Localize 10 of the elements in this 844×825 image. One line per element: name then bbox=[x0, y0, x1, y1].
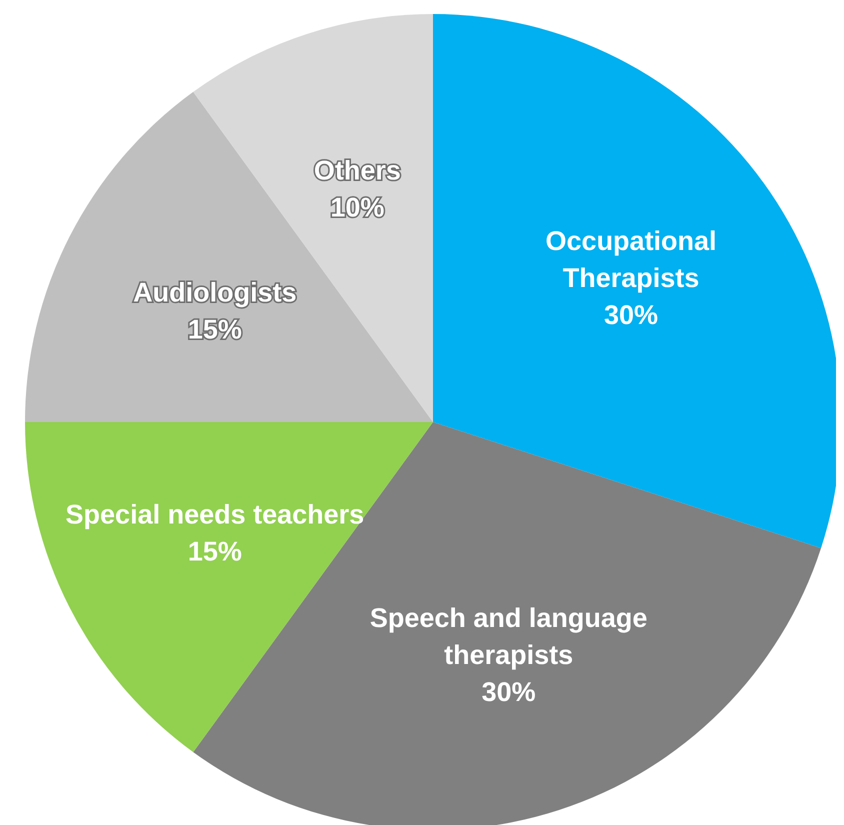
slice-label: Occupational Therapists bbox=[546, 226, 717, 294]
data-label: 30% bbox=[482, 676, 536, 707]
slice-label: Speech and language therapists bbox=[370, 602, 648, 670]
data-label: 10% bbox=[330, 192, 384, 223]
slice-label: Special needs teachers bbox=[66, 500, 364, 530]
data-label: 30% bbox=[604, 300, 658, 330]
data-label: 15% bbox=[188, 314, 242, 344]
slice-label: Audiologists bbox=[133, 277, 297, 308]
slice-label: Others bbox=[314, 156, 401, 186]
data-label: 15% bbox=[188, 536, 242, 567]
